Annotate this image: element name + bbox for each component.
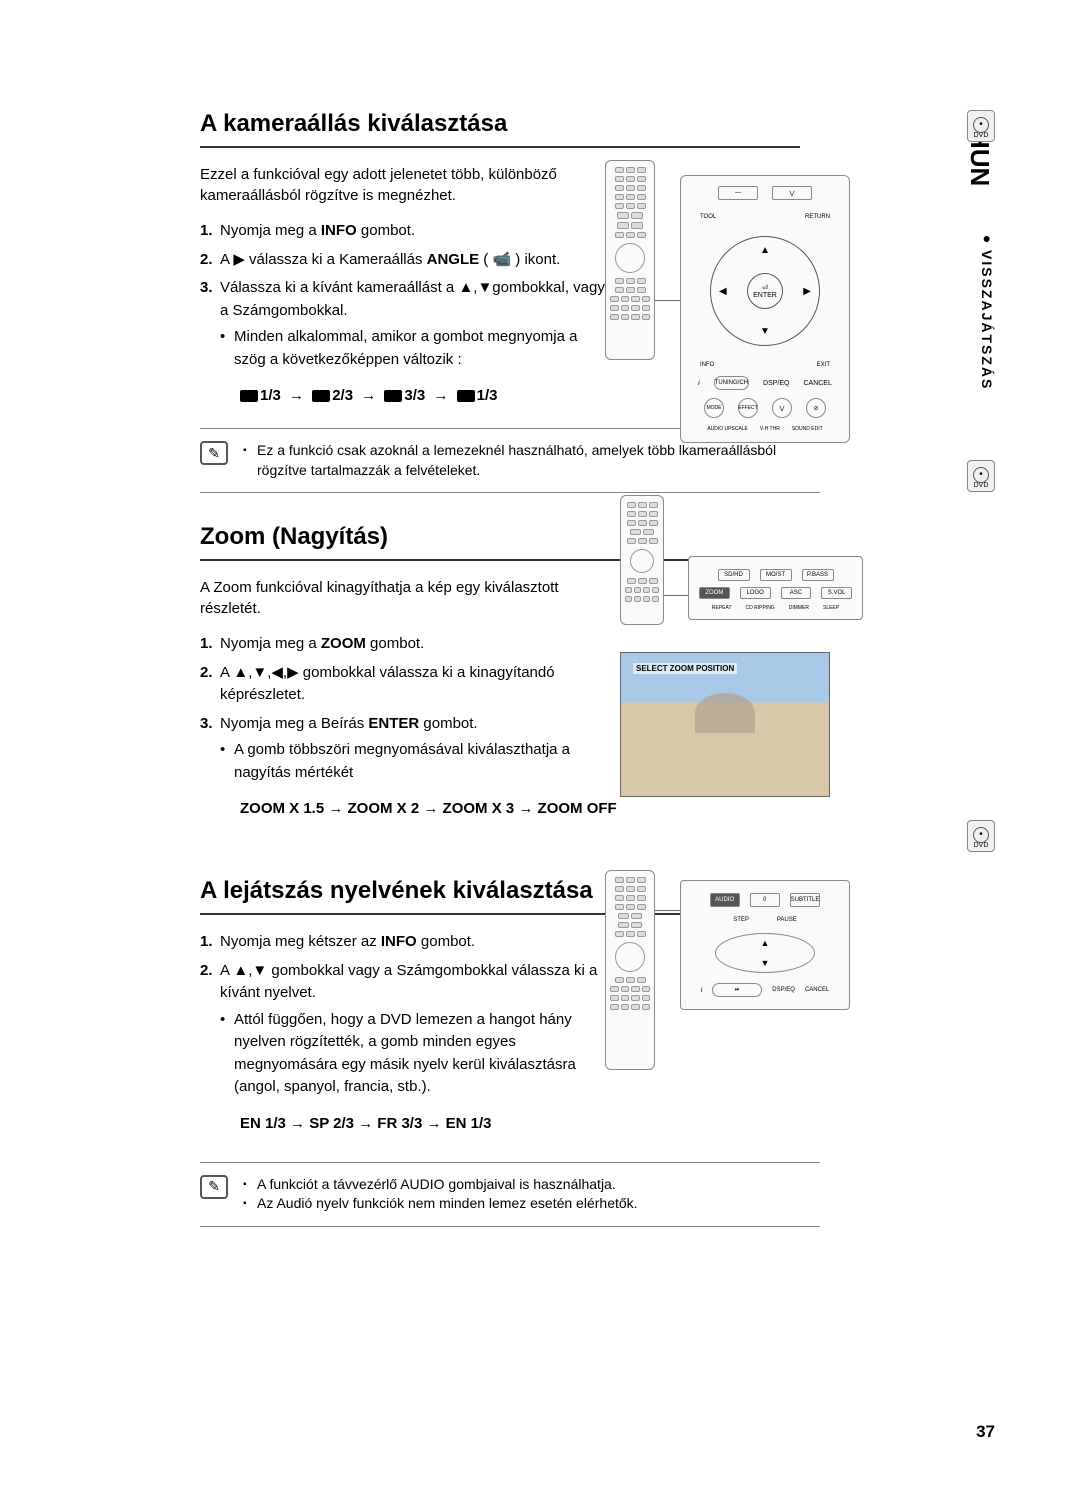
dvd-icon: DVD — [967, 820, 995, 852]
zoom-btn-sdhd: SD/HD — [718, 569, 750, 581]
zoom-btn-pbass: P.BASS — [802, 569, 834, 581]
zoom-btn-asc: ASC — [781, 587, 812, 599]
dpad-big: ▲ ▼ ◀ ▶ ⏎ENTER — [710, 236, 820, 346]
page-number: 37 — [976, 1422, 995, 1442]
tv-label: SELECT ZOOM POSITION — [633, 663, 737, 674]
intro-zoom: A Zoom funkcióval kinagyíthatja a kép eg… — [200, 577, 620, 619]
sequence-zoom: ZOOM X 1.5 → ZOOM X 2 → ZOOM X 3 → ZOOM … — [240, 800, 1000, 817]
step-2: 2.A ▲,▼,◀,▶ gombokkal válassza ki a kina… — [200, 662, 610, 707]
note-icon: ✎ — [200, 441, 228, 465]
step-2: 2.A ▲,▼ gombokkal vagy a Számgombokkal v… — [200, 960, 610, 1099]
audio-button: AUDIO — [710, 893, 740, 907]
section-language: A lejátszás nyelvének kiválasztása 1.Nyo… — [200, 877, 1000, 1227]
intro-camera: Ezzel a funkcióval egy adott jelenetet t… — [200, 164, 600, 206]
note-text-2: Az Audió nyelv funkciók nem minden lemez… — [243, 1194, 820, 1214]
remote-full-zoom — [620, 495, 664, 625]
section-camera: A kameraállás kiválasztása Ezzel a funkc… — [200, 110, 1000, 493]
remote-full-language — [605, 870, 655, 1070]
step-1: 1.Nyomja meg a ZOOM gombot. — [200, 633, 610, 656]
dvd-icon: DVD — [967, 110, 995, 142]
dvd-icon: DVD — [967, 460, 995, 492]
remote-detail-camera: — ⋁ TOOL RETURN ▲ ▼ ◀ ▶ ⏎ENTER INFO EXIT… — [680, 175, 850, 443]
step-3: 3.Válassza ki a kívánt kameraállást a ▲,… — [200, 277, 610, 371]
step-list-zoom: 1.Nyomja meg a ZOOM gombot. 2.A ▲,▼,◀,▶ … — [200, 633, 610, 784]
step-list-language: 1.Nyomja meg kétszer az INFO gombot. 2.A… — [200, 931, 610, 1099]
step-1: 1.Nyomja meg kétszer az INFO gombot. — [200, 931, 610, 954]
connector-line — [655, 300, 680, 301]
step-list-camera: 1.Nyomja meg a INFO gombot. 2.A ▶ válass… — [200, 220, 610, 371]
note-text: Ez a funkció csak azoknál a lemezeknél h… — [243, 441, 820, 480]
note-text-1: A funkciót a távvezérlő AUDIO gombjaival… — [243, 1175, 820, 1195]
connector-line — [655, 910, 680, 911]
tv-screenshot: SELECT ZOOM POSITION — [620, 652, 830, 797]
note-icon: ✎ — [200, 1175, 228, 1199]
section-zoom: Zoom (Nagyítás) A Zoom funkcióval kinagy… — [200, 523, 1000, 817]
step-3: 3.Nyomja meg a Beírás ENTER gombot. A go… — [200, 713, 610, 785]
heading-camera: A kameraállás kiválasztása — [200, 110, 800, 148]
section-label: VISSZAJÁTSZÁS — [979, 250, 995, 390]
step-2-sub: Attól függően, hogy a DVD lemezen a hang… — [220, 1009, 610, 1099]
sequence-language: EN 1/3 → SP 2/3 → FR 3/3 → EN 1/3 — [240, 1115, 1000, 1132]
sequence-camera: 1/3 → 2/3 → 3/3 → 1/3 — [240, 387, 1000, 404]
remote-full-camera — [605, 160, 655, 360]
note-language: ✎ A funkciót a távvezérlő AUDIO gombjaiv… — [200, 1162, 820, 1227]
subtitle-button: SUBTITLE — [790, 893, 821, 907]
zoom-btn-zoom: ZOOM — [699, 587, 730, 599]
step-2: 2.A ▶ válassza ki a Kameraállás ANGLE ( … — [200, 249, 610, 272]
lang-detail-panel: AUDIO 0 SUBTITLE STEP PAUSE ▲ ▼ i ⏯ DSP/… — [680, 880, 850, 1010]
step-3-sub: Minden alkalommal, amikor a gombot megny… — [220, 326, 610, 371]
step-1: 1.Nyomja meg a INFO gombot. — [200, 220, 610, 243]
zoom-button-panel: SD/HD MO/ST P.BASS ZOOM LOGO ASC S.VOL R… — [688, 556, 863, 620]
zoom-btn-most: MO/ST — [760, 569, 792, 581]
zoom-btn-logo: LOGO — [740, 587, 771, 599]
connector-line — [664, 595, 689, 596]
step-3-sub: A gomb többszöri megnyomásával kiválaszt… — [220, 739, 610, 784]
zoom-btn-svol: S.VOL — [821, 587, 852, 599]
section-bullet: ● — [983, 230, 991, 246]
